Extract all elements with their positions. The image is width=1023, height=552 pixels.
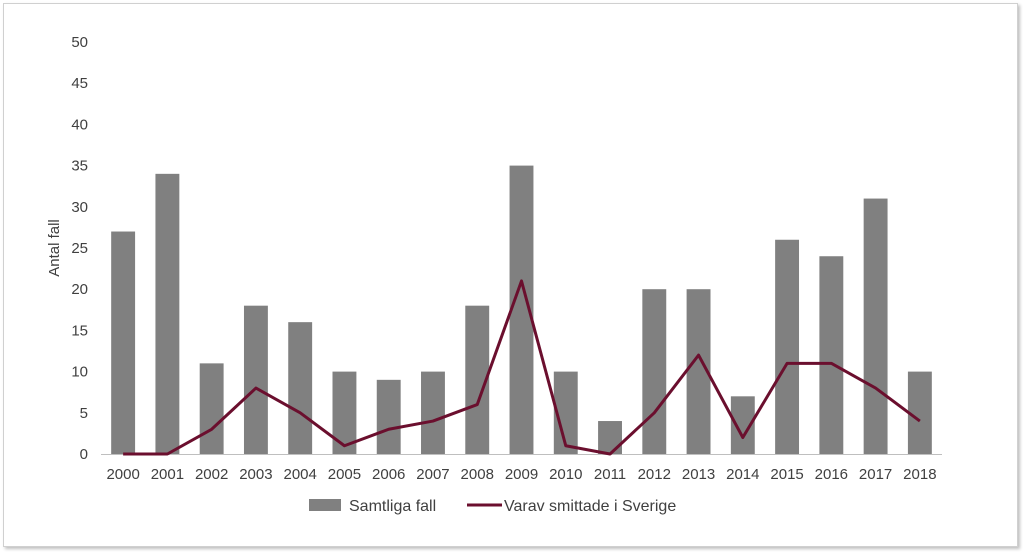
bar-2007 xyxy=(421,371,445,454)
bar-2002 xyxy=(199,363,224,454)
x-tick-label: 2004 xyxy=(283,466,316,483)
x-tick-label: 2011 xyxy=(594,466,626,483)
y-axis-ticks: 0 5 10 15 20 25 30 35 40 45 50 xyxy=(71,34,88,463)
bar-2015 xyxy=(775,239,800,454)
legend-label-varav-smittade: Varav smittade i Sverige xyxy=(504,498,676,515)
y-tick-label: 35 xyxy=(71,158,88,175)
bar-2013 xyxy=(686,289,711,454)
x-tick-label: 2002 xyxy=(195,466,228,483)
bar-2011 xyxy=(598,421,622,454)
y-tick-label: 40 xyxy=(71,116,88,133)
bar-2004 xyxy=(288,322,313,454)
x-tick-label: 2014 xyxy=(726,466,759,483)
x-tick-label: 2003 xyxy=(239,466,272,483)
chart-frame: 0 5 10 15 20 25 30 35 40 45 50 2000 2001 2002 2003 200… xyxy=(3,3,1018,547)
x-tick-label: 2001 xyxy=(151,466,184,483)
x-tick-label: 2017 xyxy=(859,466,892,483)
legend-label-samtliga-fall: Samtliga fall xyxy=(349,498,436,515)
y-tick-label: 10 xyxy=(71,364,88,381)
y-tick-label: 45 xyxy=(71,75,88,92)
y-tick-label: 25 xyxy=(71,240,88,257)
bar-2003 xyxy=(243,305,268,454)
y-tick-label: 20 xyxy=(71,281,88,298)
x-tick-label: 2016 xyxy=(815,466,848,483)
x-tick-label: 2009 xyxy=(505,466,538,483)
x-tick-label: 2000 xyxy=(106,466,139,483)
bar-2006 xyxy=(376,379,401,454)
line-varav-smittade xyxy=(123,279,921,456)
bar-2009 xyxy=(509,165,534,454)
x-tick-label: 2006 xyxy=(372,466,405,483)
y-axis-title: Antal fall xyxy=(46,219,63,277)
legend: Samtliga fall Varav smittade i Sverige xyxy=(309,498,676,515)
y-tick-label: 5 xyxy=(80,405,88,422)
bar-2018 xyxy=(907,371,932,454)
bar-2008 xyxy=(465,305,490,454)
y-tick-label: 15 xyxy=(71,322,88,339)
bar-2001 xyxy=(155,173,180,454)
x-tick-label: 2012 xyxy=(638,466,671,483)
bar-2000 xyxy=(111,231,136,454)
y-tick-label: 30 xyxy=(71,199,88,216)
x-tick-label: 2007 xyxy=(416,466,449,483)
x-tick-label: 2015 xyxy=(770,466,803,483)
x-tick-label: 2005 xyxy=(328,466,361,483)
bar-2016 xyxy=(819,256,844,454)
bar-2014 xyxy=(730,396,755,454)
x-tick-label: 2018 xyxy=(903,466,936,483)
bar-2005 xyxy=(332,371,357,454)
x-tick-label: 2010 xyxy=(549,466,582,483)
bar-2012 xyxy=(642,289,667,454)
y-tick-label: 0 xyxy=(80,446,88,463)
x-tick-label: 2013 xyxy=(682,466,715,483)
x-axis-ticks: 2000 2001 2002 2003 2004 2005 2006 2007 2008 2009… xyxy=(106,466,936,483)
x-tick-label: 2008 xyxy=(461,466,494,483)
bar-2010 xyxy=(553,371,578,454)
bar-2017 xyxy=(863,198,888,454)
y-tick-label: 50 xyxy=(71,34,88,51)
bars-samtliga-fall xyxy=(111,165,932,454)
legend-swatch-samtliga-fall xyxy=(309,499,341,511)
